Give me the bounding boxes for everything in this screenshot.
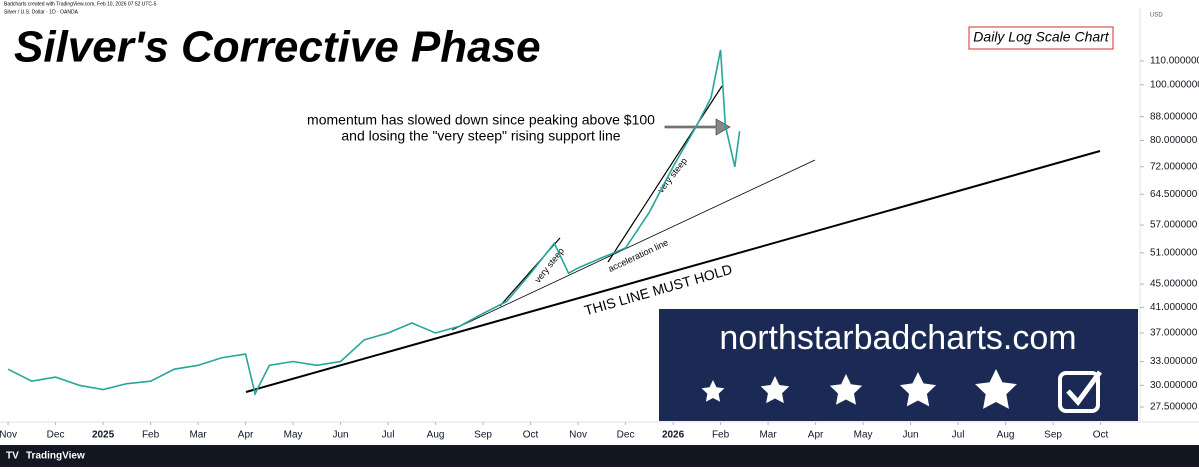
subtitle: Daily Log Scale Chart [973,29,1110,45]
y-tick-label: 41.000000 [1150,302,1198,313]
annotation: and losing the "very steep" rising suppo… [341,128,620,144]
x-tick-label: Jun [333,430,349,441]
x-tick-label: Sep [474,430,492,441]
logo-check [1058,371,1100,413]
x-tick-label: Oct [1093,430,1109,441]
x-tick-label: Jul [952,430,965,441]
x-tick-label: Feb [712,430,730,441]
x-tick-label: 2026 [662,430,685,441]
x-tick-label: Jun [903,430,919,441]
annotation: momentum has slowed down since peaking a… [307,112,655,128]
x-tick-label: May [854,430,873,441]
logo-check [1066,370,1103,406]
y-tick-label: 110.000000 [1150,56,1199,67]
y-tick-label: 100.000000 [1150,79,1199,90]
arrow [664,118,731,136]
y-tick-label: 72.000000 [1150,161,1198,172]
x-tick-label: Nov [569,430,587,441]
y-tick-label: 30.000000 [1150,380,1198,391]
x-tick-label: Apr [238,430,254,441]
x-tick-label: Jul [382,430,395,441]
x-tick-label: Nov [0,430,17,441]
x-tick-label: Dec [47,430,65,441]
y-tick-label: 88.000000 [1150,111,1198,122]
y-tick-label: 37.000000 [1150,328,1198,339]
footer-brand: TradingView [26,451,85,462]
y-tick-label: 33.000000 [1150,356,1198,367]
header-line: Silver / U.S. Dollar · 1D · OANDA [4,9,79,15]
x-tick-label: Sep [1044,430,1062,441]
header-line: Badcharts created with TradingView.com, … [4,1,157,7]
x-tick-label: 2025 [92,430,115,441]
logo-stars [701,369,1017,409]
x-tick-label: May [284,430,303,441]
y-tick-label: 51.000000 [1150,247,1198,258]
price-line [7,49,741,397]
y-tick-label: 57.000000 [1150,220,1198,231]
subtitle-box [968,26,1114,50]
x-tick-label: Feb [142,430,160,441]
footer-icon: TV [6,451,19,462]
plot [7,49,741,397]
acceleration-line [451,159,816,331]
y-tick-label: 80.000000 [1150,135,1198,146]
x-tick-label: Apr [808,430,824,441]
x-tick-label: Aug [427,430,445,441]
y-tick-label: 27.500000 [1150,402,1198,413]
x-tick-label: Aug [997,430,1015,441]
x-tick-label: Dec [617,430,635,441]
footer-bar [0,445,1199,467]
y-tick-label: 64.500000 [1150,189,1198,200]
chart-title: Silver's Corrective Phase [14,23,541,72]
logo-text: northstarbadcharts.com [719,319,1076,357]
currency: USD [1150,13,1163,19]
x-tick-label: Mar [189,430,207,441]
x-tick-label: Mar [759,430,777,441]
y-tick-label: 45.000000 [1150,279,1198,290]
support-line [245,150,1101,393]
x-tick-label: Oct [523,430,539,441]
steep-line [607,85,723,263]
